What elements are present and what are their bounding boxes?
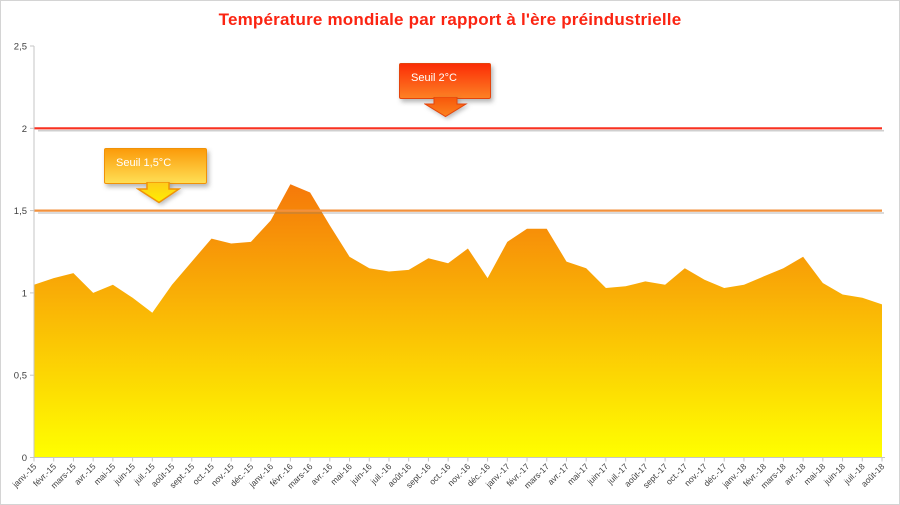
- x-axis-label: mai-15: [92, 461, 118, 487]
- x-axis-label: mai-17: [565, 461, 591, 487]
- area-series-temperature: [34, 184, 882, 458]
- callout-seuil-1-5c-label: Seuil 1,5°C: [116, 157, 172, 169]
- x-axis-label: mai-18: [802, 461, 828, 487]
- chart-title: Température mondiale par rapport à l'ère…: [218, 10, 682, 29]
- down-arrow-icon: [136, 182, 181, 204]
- y-axis-label: 0: [22, 453, 27, 464]
- callout-seuil-2c-label: Seuil 2°C: [411, 72, 457, 84]
- y-axis-label: 0,5: [14, 371, 27, 382]
- x-axis-label: juin-16: [348, 461, 374, 487]
- y-axis-label: 1: [22, 288, 27, 299]
- x-axis-label: mai-16: [328, 461, 354, 487]
- y-axis-label: 2: [22, 124, 27, 135]
- down-arrow-icon: [424, 97, 468, 118]
- y-axis-label: 2,5: [14, 42, 27, 53]
- x-axis-label: juin-15: [111, 461, 137, 487]
- y-axis-label: 1,5: [14, 206, 27, 217]
- x-axis-label: juin-18: [821, 461, 847, 487]
- x-axis-label: juin-17: [584, 461, 610, 487]
- callout-seuil-2c: Seuil 2°C: [399, 63, 491, 118]
- callout-seuil-1-5c: Seuil 1,5°C: [104, 148, 207, 204]
